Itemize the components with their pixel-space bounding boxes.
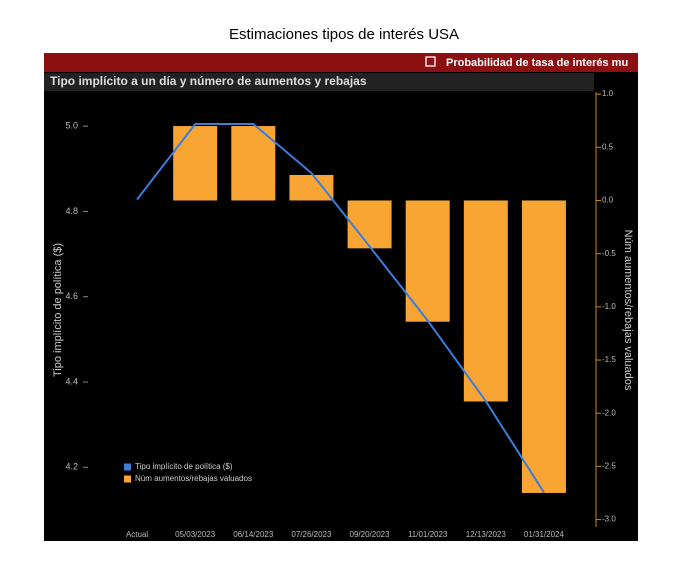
y2-tick-label: 1.0 [602,89,614,98]
bar [289,174,334,201]
bar [463,200,508,402]
x-tick-label: 06/14/2023 [233,530,274,539]
x-tick-label: 11/01/2023 [408,530,448,539]
legend-swatch [124,475,131,483]
x-tick-label: 01/31/2024 [524,530,565,539]
x-tick-label: 07/26/2023 [291,530,332,539]
y2-axis-label: Núm aumentos/rebajas valuados [622,230,634,391]
legend-swatch [124,463,131,471]
legend-label: Núm aumentos/rebajas valuados [135,474,252,483]
y-axis-label: Tipo implícito de política ($) [52,243,64,377]
chart-title: Estimaciones tipos de interés USA [229,26,459,43]
panel-header: Probabilidad de tasa de interés mu [446,57,628,69]
bar [173,126,218,201]
subtitle: Tipo implícito a un día y número de aume… [50,74,367,88]
y2-tick-label: 0.0 [602,196,614,205]
x-tick-label: 12/13/2023 [466,530,507,539]
y-tick-label: 4.4 [65,376,78,386]
y2-tick-label: -2.0 [602,408,616,417]
y2-tick-label: -2.5 [602,461,616,470]
popout-icon[interactable] [425,56,436,67]
y2-tick-label: -1.5 [602,355,616,364]
bar [521,200,566,493]
bar [231,126,276,201]
y2-tick-label: 0.5 [602,142,614,151]
y2-tick-label: -0.5 [602,249,616,258]
y-tick-label: 4.6 [65,291,78,301]
x-tick-label: Actual [126,530,148,539]
line [136,122,545,493]
y-tick-label: 4.2 [65,462,78,472]
y2-tick-label: -1.0 [602,302,616,311]
x-tick-label: 05/03/2023 [175,530,216,539]
panel-header-bar [44,53,638,72]
bar [347,200,392,249]
subtitle-bar [44,73,594,91]
y-tick-label: 4.8 [65,206,78,216]
x-tick-label: 09/20/2023 [350,530,391,539]
legend-label: Tipo implícito de política ($) [135,462,233,471]
y2-tick-label: -3.0 [602,515,616,524]
bar [405,200,450,322]
y-tick-label: 5.0 [65,120,78,130]
